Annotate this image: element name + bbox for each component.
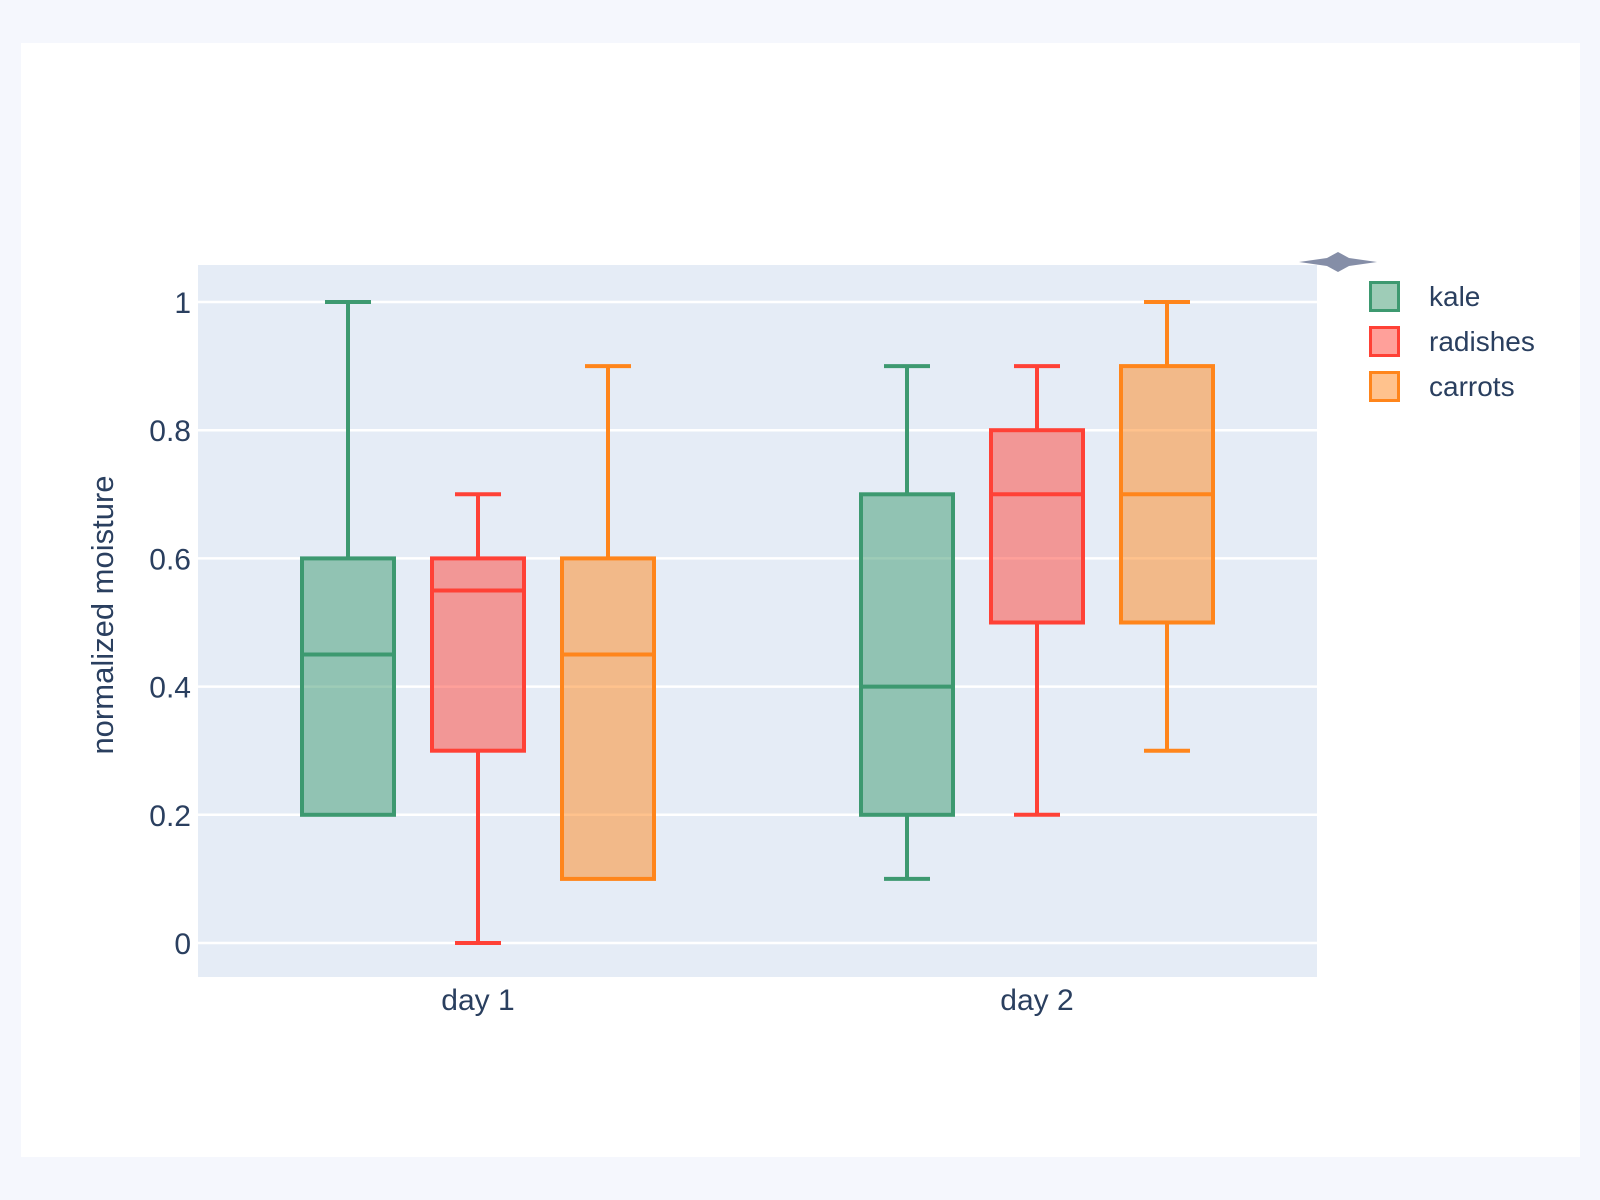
y-tick-label: 0.4 [149, 672, 191, 705]
box-rect[interactable] [560, 556, 656, 881]
x-tick-label: day 2 [1000, 984, 1073, 1017]
box-radishes-day-1 [430, 492, 526, 945]
box-radishes-day-2 [989, 364, 1085, 817]
box-rect[interactable] [300, 556, 396, 817]
legend-label: kale [1429, 281, 1481, 312]
legend-label: carrots [1429, 371, 1515, 402]
legend-label: radishes [1429, 326, 1535, 357]
y-axis-title: normalized moisture [85, 475, 120, 755]
box-kale-day-1 [300, 300, 396, 817]
box-carrots-day-2 [1119, 300, 1215, 753]
y-tick-label: 1 [174, 287, 191, 320]
legend-item-radishes[interactable]: radishes [1369, 326, 1535, 357]
x-tick-label: day 1 [441, 984, 514, 1017]
box-rect[interactable] [859, 492, 955, 817]
legend-swatch-icon [1369, 371, 1400, 402]
box-carrots-day-1 [560, 364, 656, 881]
box-kale-day-2 [859, 364, 955, 881]
legend-item-carrots[interactable]: carrots [1369, 371, 1535, 402]
box-rect[interactable] [989, 428, 1085, 625]
y-tick-label: 0 [174, 928, 191, 961]
y-tick-label: 0.8 [149, 415, 191, 448]
legend-swatch-icon [1369, 326, 1400, 357]
legend: kale radishes carrots [1369, 281, 1535, 416]
legend-item-kale[interactable]: kale [1369, 281, 1535, 312]
legend-swatch-icon [1369, 281, 1400, 312]
diamond-icon [1299, 252, 1377, 272]
y-tick-label: 0.6 [149, 543, 191, 576]
box-rect[interactable] [430, 556, 526, 753]
y-tick-label: 0.2 [149, 800, 191, 833]
